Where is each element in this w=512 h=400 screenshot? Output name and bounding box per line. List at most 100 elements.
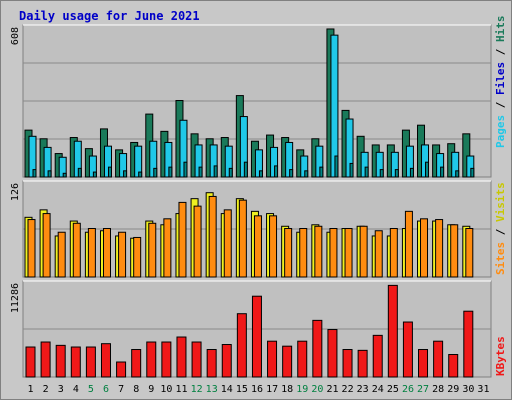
x-label-day-12: 12 [191, 384, 203, 395]
x-label-day-3: 3 [58, 384, 64, 395]
day-kbytes-bar-3 [55, 344, 66, 378]
day-kbytes-bar-25 [387, 284, 398, 378]
x-label-day-9: 9 [148, 384, 154, 395]
day-kbytes-bar-23 [357, 349, 368, 378]
x-label-day-4: 4 [73, 384, 79, 395]
day-pages-bar-5 [92, 171, 97, 178]
day-kbytes-bar-28 [433, 340, 444, 378]
legend-sep: / [494, 222, 507, 242]
day-sites-bar-19 [299, 228, 308, 278]
x-label-day-26: 26 [402, 384, 414, 395]
legend-hits: Hits [494, 16, 507, 43]
day-pages-bar-17 [274, 165, 279, 178]
legend-kbytes: KBytes [494, 336, 507, 376]
day-pages-bar-21 [334, 155, 339, 178]
legend-pages: Pages [494, 115, 507, 148]
day-sites-bar-20 [314, 225, 323, 278]
day-sites-bar-21 [329, 228, 338, 278]
day-pages-bar-25 [394, 169, 399, 178]
right-label-hits-files-pages: Pages / Files / Hits [494, 16, 507, 149]
day-kbytes-bar-4 [70, 346, 81, 378]
x-label-day-2: 2 [43, 384, 49, 395]
x-label-day-21: 21 [326, 384, 338, 395]
day-sites-bar-4 [72, 222, 81, 278]
day-pages-bar-11 [183, 161, 188, 178]
day-pages-bar-2 [47, 170, 52, 178]
day-pages-bar-23 [364, 166, 369, 178]
day-kbytes-bar-11 [176, 336, 187, 378]
day-kbytes-bar-16 [251, 295, 262, 378]
day-kbytes-bar-21 [327, 329, 338, 378]
x-label-day-27: 27 [417, 384, 429, 395]
x-label-day-25: 25 [387, 384, 399, 395]
y-max-label-kbytes: 11286 [10, 283, 21, 313]
right-label-visits-sites: Sites / Visits [494, 182, 507, 275]
day-sites-bar-25 [389, 228, 398, 278]
legend-visits: Visits [494, 182, 507, 222]
x-label-day-7: 7 [118, 384, 124, 395]
day-pages-bar-9 [153, 167, 158, 178]
day-pages-bar-13 [213, 165, 218, 178]
day-pages-bar-10 [168, 166, 173, 178]
day-kbytes-bar-18 [282, 345, 293, 378]
day-kbytes-bar-22 [342, 349, 353, 378]
day-sites-bar-29 [450, 224, 459, 278]
day-sites-bar-8 [133, 236, 142, 278]
day-pages-bar-26 [409, 167, 414, 178]
day-kbytes-bar-9 [146, 341, 157, 378]
day-pages-bar-3 [62, 172, 67, 178]
x-label-day-13: 13 [206, 384, 218, 395]
day-pages-bar-29 [455, 170, 460, 178]
day-sites-bar-24 [374, 230, 383, 278]
day-pages-bar-28 [440, 166, 445, 178]
day-kbytes-bar-6 [100, 343, 111, 378]
day-kbytes-bar-20 [312, 319, 323, 378]
legend-sep: / [494, 95, 507, 115]
x-label-day-29: 29 [447, 384, 459, 395]
x-label-day-15: 15 [236, 384, 248, 395]
x-label-day-19: 19 [296, 384, 308, 395]
x-label-day-10: 10 [160, 384, 172, 395]
day-sites-bar-6 [102, 228, 111, 278]
day-pages-bar-18 [289, 169, 294, 178]
day-kbytes-bar-29 [448, 354, 459, 378]
day-sites-bar-14 [223, 209, 232, 278]
day-kbytes-bar-1 [25, 346, 36, 378]
day-kbytes-bar-2 [40, 341, 51, 378]
day-kbytes-bar-10 [161, 341, 172, 378]
day-sites-bar-2 [42, 213, 51, 278]
day-sites-bar-16 [253, 215, 262, 278]
day-kbytes-bar-17 [267, 340, 278, 378]
x-label-day-28: 28 [432, 384, 444, 395]
day-pages-bar-27 [425, 161, 430, 178]
y-max-label-visits: 126 [10, 183, 21, 201]
day-sites-bar-7 [118, 231, 127, 278]
day-sites-bar-17 [269, 215, 278, 278]
day-kbytes-bar-15 [236, 313, 247, 378]
x-label-day-5: 5 [88, 384, 94, 395]
day-pages-bar-7 [123, 170, 128, 178]
x-label-day-8: 8 [133, 384, 139, 395]
day-sites-bar-18 [284, 228, 293, 278]
day-sites-bar-15 [238, 199, 247, 278]
x-label-day-30: 30 [462, 384, 474, 395]
x-label-day-24: 24 [372, 384, 384, 395]
x-label-day-20: 20 [311, 384, 323, 395]
day-pages-bar-14 [228, 167, 233, 178]
day-pages-bar-4 [77, 167, 82, 178]
x-label-day-17: 17 [266, 384, 278, 395]
day-pages-bar-12 [198, 166, 203, 178]
day-pages-bar-22 [349, 162, 354, 178]
day-sites-bar-28 [435, 219, 444, 278]
day-kbytes-bar-14 [221, 344, 232, 378]
day-sites-bar-22 [344, 228, 353, 278]
legend-sites: Sites [494, 242, 507, 275]
day-pages-bar-6 [107, 166, 112, 178]
day-kbytes-bar-19 [297, 340, 308, 378]
day-sites-bar-1 [27, 219, 36, 278]
day-pages-bar-8 [138, 171, 143, 178]
day-sites-bar-30 [465, 228, 474, 278]
day-kbytes-bar-12 [191, 341, 202, 378]
day-kbytes-bar-13 [206, 349, 217, 378]
x-label-day-11: 11 [175, 384, 187, 395]
